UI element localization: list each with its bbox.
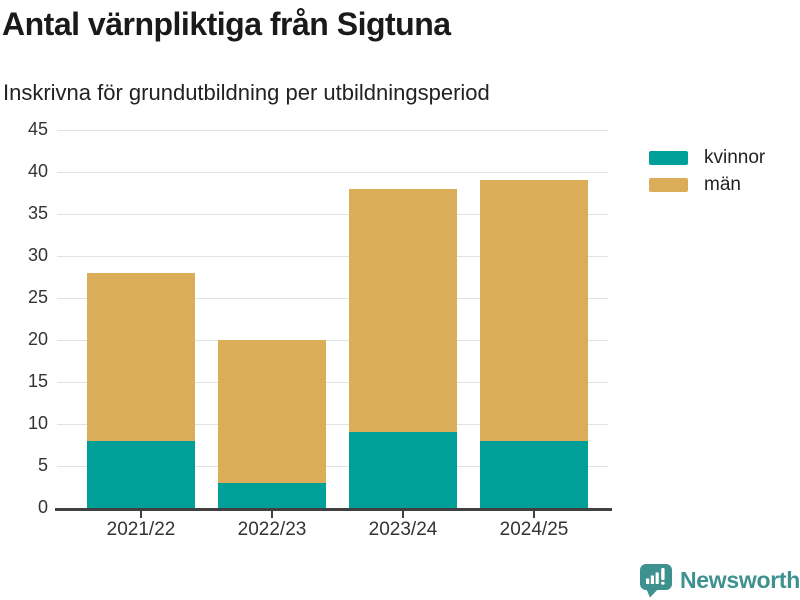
x-axis-tick-label: 2021/22: [106, 519, 176, 540]
x-axis-tick: [271, 511, 273, 518]
bar-segment-kvinnor: [480, 440, 588, 508]
legend-swatch-man: [649, 178, 688, 192]
y-axis-tick-label: 25: [27, 287, 48, 307]
y-axis-tick-label: 30: [27, 245, 48, 265]
gridline-45: [57, 129, 608, 131]
x-axis-tick: [402, 511, 404, 518]
bar-segment-kvinnor: [87, 440, 195, 508]
chart-subtitle: Inskrivna för grundutbildning per utbild…: [3, 80, 490, 105]
y-axis-tick-label: 40: [27, 161, 48, 181]
y-axis-tick-label: 5: [37, 455, 48, 475]
legend-swatch-kvinnor: [649, 151, 688, 165]
bar-stack-2023-24: [349, 130, 457, 508]
y-axis-tick-label: 10: [27, 413, 48, 433]
plot-area: [57, 129, 608, 508]
y-axis-tick-label: 15: [27, 371, 48, 391]
chart-title: Antal värnpliktiga från Sigtuna: [2, 6, 451, 42]
x-axis-tick-label: 2023/24: [368, 519, 438, 540]
y-axis-tick-label: 35: [27, 203, 48, 223]
bar-stack-2021-22: [87, 130, 195, 508]
bar-segment-kvinnor: [349, 432, 457, 508]
y-axis-labels: 0 5 10 15 20 25 30 35 40 45: [10, 119, 48, 517]
y-axis-tick-label: 45: [27, 119, 48, 139]
gridline-40: [57, 171, 608, 173]
gridline-25: [57, 297, 608, 299]
legend-item-kvinnor: kvinnor: [649, 147, 765, 168]
bar-segment-män: [480, 180, 588, 441]
y-axis-tick-label: 20: [27, 329, 48, 349]
y-axis-tick-label: 0: [37, 497, 48, 517]
x-axis-tick-label: 2022/23: [237, 519, 307, 540]
gridline-30: [57, 255, 608, 257]
x-axis-tick-label: 2024/25: [499, 519, 569, 540]
x-axis-tick: [533, 511, 535, 518]
newsworthy-wordmark: Newsworthy: [680, 566, 800, 593]
gridline-15: [57, 381, 608, 383]
gridline-35: [57, 213, 608, 215]
bar-stack-2022-23: [218, 130, 326, 508]
bar-stack-2024-25: [480, 130, 588, 508]
newsworthy-icon: [640, 564, 672, 598]
gridline-10: [57, 423, 608, 425]
gridline-5: [57, 465, 608, 467]
x-axis-line: [55, 508, 612, 511]
bar-segment-män: [87, 272, 195, 441]
newsworthy-logo: Newsworthy: [638, 562, 800, 598]
legend-label-kvinnor: kvinnor: [704, 147, 766, 168]
bar-segment-män: [349, 188, 457, 433]
x-axis-tick: [140, 511, 142, 518]
gridline-20: [57, 339, 608, 341]
legend-item-man: män: [649, 174, 765, 195]
bar-segment-män: [218, 340, 326, 483]
legend-label-man: män: [704, 174, 741, 195]
bar-segment-kvinnor: [218, 482, 326, 508]
legend: kvinnor män: [649, 147, 765, 195]
